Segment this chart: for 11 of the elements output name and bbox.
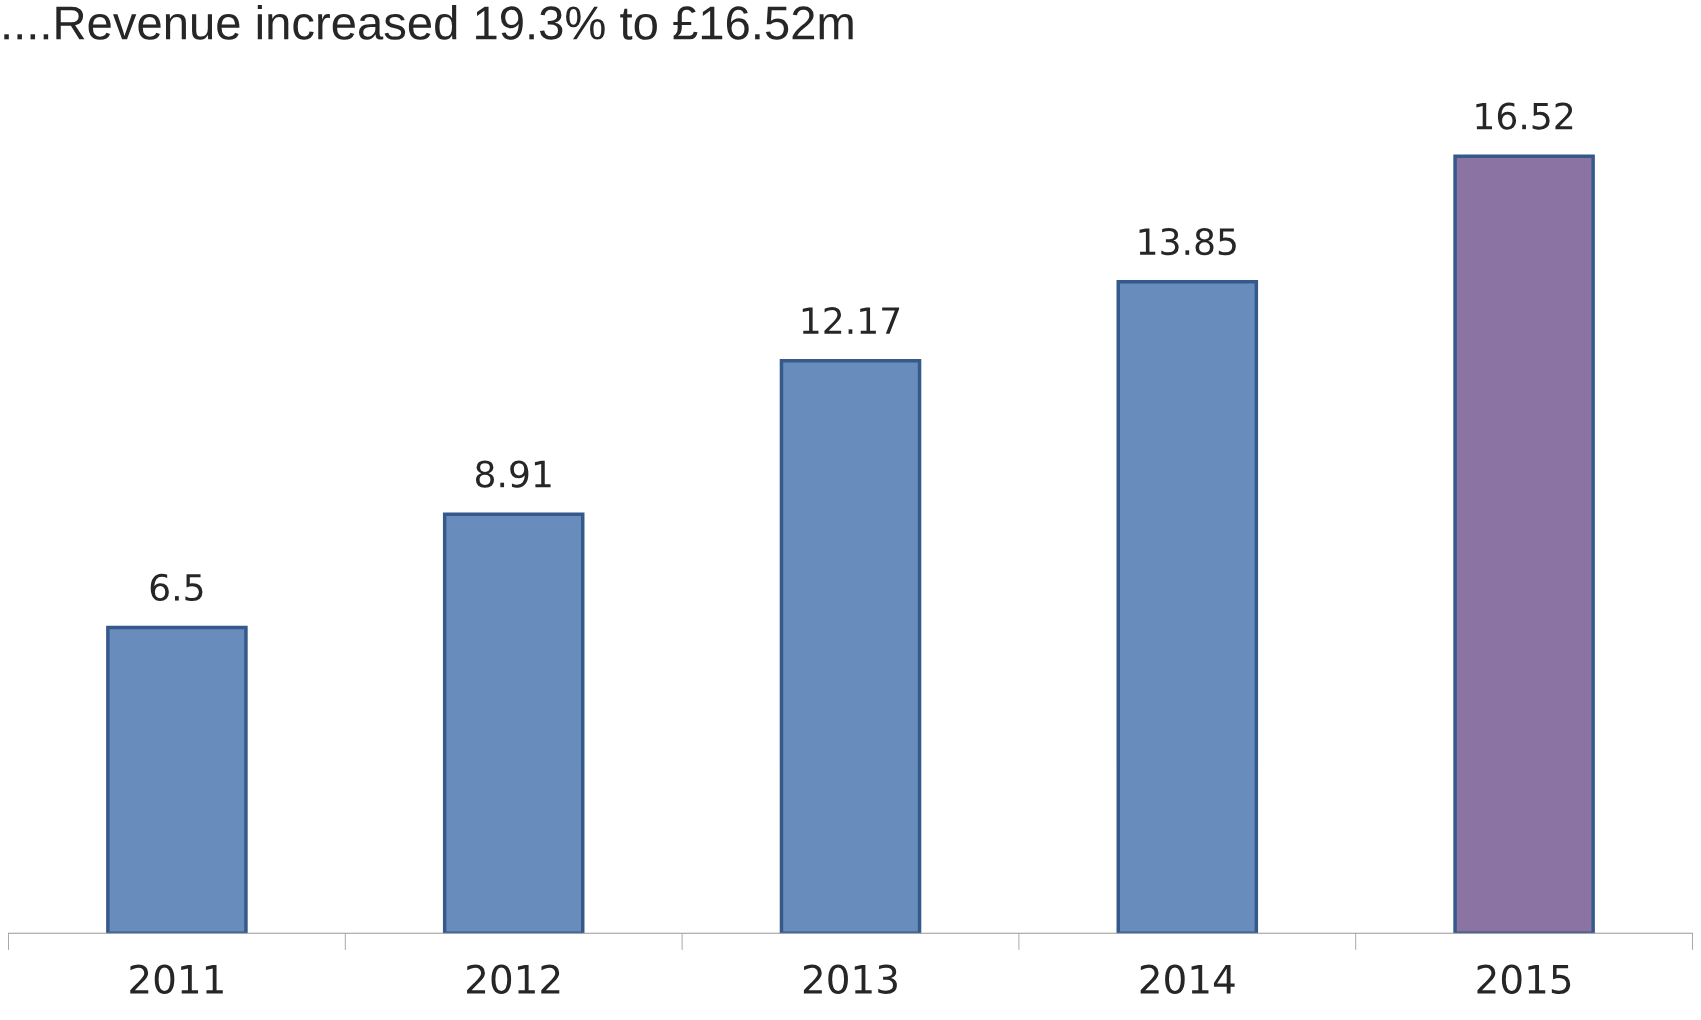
x-tick-label: 2011 <box>130 964 223 994</box>
x-tick-label: 2013 <box>803 964 897 994</box>
data-label: 8.91 <box>475 460 551 488</box>
x-tick-label: 2014 <box>1140 964 1235 994</box>
data-label: 13.85 <box>1139 228 1236 256</box>
data-label: 12.17 <box>802 307 900 334</box>
x-tick-label: 2015 <box>1477 964 1571 994</box>
data-label: 16.52 <box>1476 102 1573 130</box>
chart-title: ....Revenue increased 19.3% to £16.52m <box>4 5 853 40</box>
x-tick-label: 2012 <box>467 964 560 994</box>
data-label: 6.5 <box>150 573 203 602</box>
